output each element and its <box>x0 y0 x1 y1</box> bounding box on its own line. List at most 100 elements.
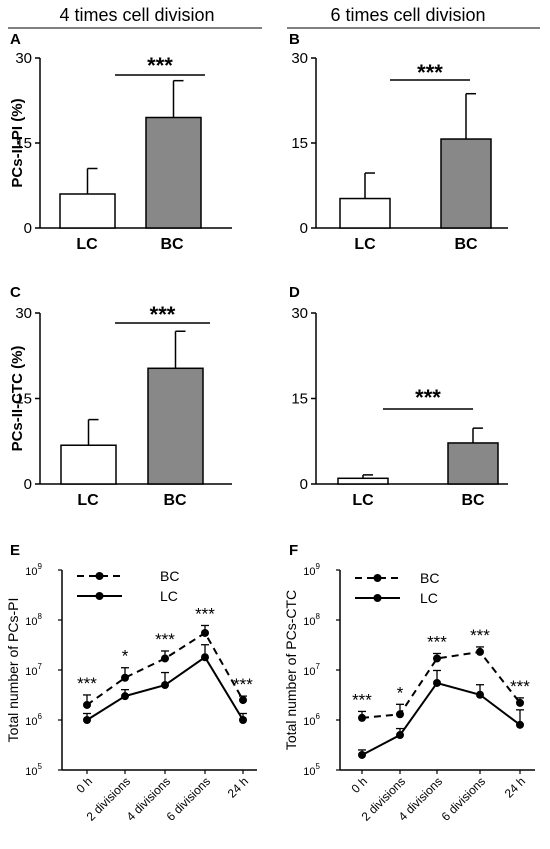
data-point-F-BC <box>476 647 484 656</box>
x-tick-label-E: 6 divisions <box>164 774 214 824</box>
data-point-F-BC <box>516 698 524 707</box>
y-tick-label-F: 109 <box>303 562 320 578</box>
data-point-F-LC <box>476 690 484 699</box>
category-label-D: BC <box>461 492 485 509</box>
y-tick-base-E: 10 <box>25 716 37 728</box>
panel-letter-A: A <box>10 31 21 48</box>
y-tick-exponent-E: 8 <box>38 612 43 621</box>
significance-marker-B: *** <box>417 60 443 85</box>
y-tick-label-C: 0 <box>24 476 32 493</box>
category-label-D: LC <box>352 492 374 509</box>
category-label-A: LC <box>76 236 98 253</box>
bar-C-LC <box>60 444 117 485</box>
data-point-E-LC <box>161 681 169 690</box>
data-point-F-BC <box>433 654 441 663</box>
x-tick-label-F: 24 h <box>502 774 528 800</box>
data-point-E-LC <box>201 653 209 662</box>
x-tick-label-F: 6 divisions <box>439 774 489 824</box>
significance-marker-F: *** <box>427 632 447 651</box>
legend-marker-E-BC <box>95 572 104 580</box>
y-tick-label-E: 107 <box>25 662 42 678</box>
series-line-F-LC <box>361 681 521 756</box>
y-tick-base-F: 10 <box>303 666 315 678</box>
significance-marker-C: *** <box>150 302 176 327</box>
category-label-C: BC <box>163 492 187 509</box>
category-label-B: BC <box>454 236 478 253</box>
y-tick-base-E: 10 <box>25 666 37 678</box>
y-tick-label-E: 105 <box>25 762 42 778</box>
significance-marker-A: *** <box>147 53 173 78</box>
significance-marker-E: *** <box>155 630 175 649</box>
x-tick-label-E: 24 h <box>225 774 251 800</box>
panel-letter-F: F <box>289 542 298 559</box>
x-tick-label-F: 0 h <box>348 774 370 796</box>
data-point-E-BC <box>83 700 91 709</box>
data-point-E-LC <box>239 716 247 724</box>
bar-B-LC <box>339 197 391 229</box>
legend-label-E: LC <box>160 588 178 604</box>
bar-D-BC <box>447 442 499 485</box>
y-tick-label-B: 15 <box>291 135 308 152</box>
significance-marker-F: *** <box>510 677 530 696</box>
y-tick-base-F: 10 <box>303 566 315 578</box>
data-point-F-LC <box>396 731 404 740</box>
significance-marker-E: *** <box>77 674 97 693</box>
panels: A 0 15 30 LC BC *** PCs-II-PI (%) B 0 15 30 LC BC *** C… <box>5 31 535 824</box>
data-point-F-LC <box>358 750 366 759</box>
legend-marker-F-BC <box>373 574 382 582</box>
data-point-F-LC <box>433 678 441 687</box>
legend-label-E: BC <box>160 568 179 584</box>
y-tick-label-A: 15 <box>15 135 32 152</box>
significance-marker-F: *** <box>470 626 490 645</box>
y-tick-label-B: 30 <box>291 50 308 67</box>
y-tick-base-F: 10 <box>303 616 315 628</box>
legend-label-F: BC <box>420 570 439 586</box>
y-tick-exponent-E: 6 <box>38 712 43 721</box>
panel-letter-E: E <box>10 542 20 559</box>
y-tick-label-B: 0 <box>300 220 308 237</box>
category-label-A: BC <box>160 236 184 253</box>
y-tick-label-A: 0 <box>24 220 32 237</box>
y-tick-exponent-F: 7 <box>316 662 321 671</box>
panel-letter-B: B <box>289 31 300 48</box>
y-tick-exponent-F: 6 <box>316 712 321 721</box>
y-tick-exponent-E: 7 <box>38 662 43 671</box>
significance-marker-F: *** <box>352 690 372 709</box>
y-tick-label-A: 30 <box>15 50 32 67</box>
y-tick-label-E: 109 <box>25 562 42 578</box>
y-tick-base-F: 10 <box>303 716 315 728</box>
bar-C-BC <box>147 367 204 485</box>
category-label-B: LC <box>354 236 376 253</box>
bar-D-LC <box>337 477 389 485</box>
significance-marker-E: * <box>122 647 129 666</box>
bar-A-LC <box>59 193 116 229</box>
legend-label-F: LC <box>420 590 438 606</box>
y-tick-exponent-E: 9 <box>38 562 43 571</box>
data-point-E-LC <box>83 716 91 724</box>
data-point-F-BC <box>358 713 366 722</box>
series-line-F-BC <box>361 650 521 719</box>
y-tick-exponent-F: 9 <box>316 562 321 571</box>
y-tick-base-E: 10 <box>25 766 37 778</box>
y-tick-label-F: 105 <box>303 762 320 778</box>
legend-marker-F-LC <box>373 594 382 602</box>
y-tick-label-E: 108 <box>25 612 42 628</box>
data-point-F-BC <box>396 710 404 719</box>
data-point-E-BC <box>201 628 209 637</box>
data-point-E-LC <box>121 692 129 701</box>
data-point-E-BC <box>239 696 247 705</box>
y-tick-label-C: 30 <box>15 305 32 322</box>
y-tick-exponent-F: 8 <box>316 612 321 621</box>
panel-letter-D: D <box>289 284 300 301</box>
y-tick-label-C: 15 <box>15 391 32 408</box>
y-tick-label-F: 107 <box>303 662 320 678</box>
y-tick-base-E: 10 <box>25 566 37 578</box>
y-tick-label-D: 15 <box>291 391 308 408</box>
significance-marker-E: *** <box>233 675 253 694</box>
y-tick-label-F: 106 <box>303 712 320 728</box>
significance-marker-D: *** <box>415 385 441 410</box>
data-point-E-BC <box>161 654 169 663</box>
y-tick-label-F: 108 <box>303 612 320 628</box>
category-label-C: LC <box>77 492 99 509</box>
